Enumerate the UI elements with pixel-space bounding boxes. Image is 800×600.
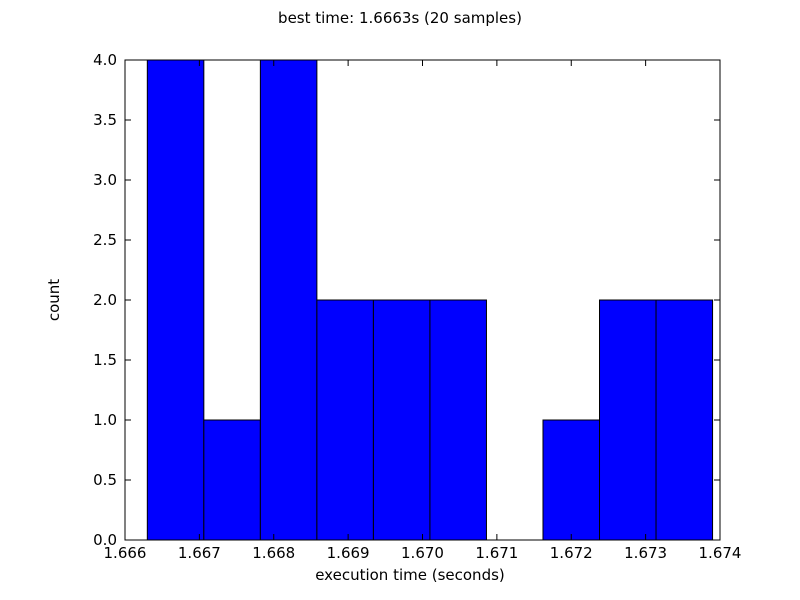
- y-tick-label-3: 1.5: [93, 351, 117, 369]
- x-tick-label-5: 1.671: [475, 544, 518, 562]
- x-tick-label-6: 1.672: [550, 544, 593, 562]
- histogram-bar-9: [655, 299, 714, 541]
- histogram-bar-7: [542, 419, 601, 541]
- histogram-bar-4: [372, 299, 431, 541]
- histogram-bar-1: [203, 419, 261, 541]
- y-axis-label: count: [45, 279, 63, 321]
- x-tick-label-3: 1.669: [327, 544, 370, 562]
- bars-group: [146, 59, 714, 541]
- x-tick-label-1: 1.667: [178, 544, 221, 562]
- x-tick-label-8: 1.674: [699, 544, 742, 562]
- y-tick-label-2: 1.0: [93, 411, 117, 429]
- histogram-bar-5: [429, 299, 487, 541]
- y-tick-label-4: 2.0: [93, 291, 117, 309]
- y-tick-label-7: 3.5: [93, 111, 117, 129]
- y-tick-label-0: 0.0: [93, 531, 117, 549]
- x-tick-label-7: 1.673: [624, 544, 667, 562]
- x-tick-label-4: 1.670: [401, 544, 444, 562]
- x-axis-label: execution time (seconds): [315, 566, 505, 584]
- chart-title: best time: 1.6663s (20 samples): [278, 9, 522, 27]
- histogram-bar-3: [316, 299, 374, 541]
- ticks-group: 1.666 1.667 1.668 1.669 1.670 1.671 1.672 1.673…: [93, 51, 741, 562]
- histogram-bar-0: [146, 59, 205, 541]
- histogram-bar-8: [599, 299, 657, 541]
- x-tick-label-2: 1.668: [252, 544, 295, 562]
- y-tick-label-5: 2.5: [93, 231, 117, 249]
- y-tick-label-6: 3.0: [93, 171, 117, 189]
- x-tick-label-0: 1.666: [104, 544, 147, 562]
- y-tick-label-8: 4.0: [93, 51, 117, 69]
- y-tick-label-1: 0.5: [93, 471, 117, 489]
- histogram-bar-2: [259, 59, 318, 541]
